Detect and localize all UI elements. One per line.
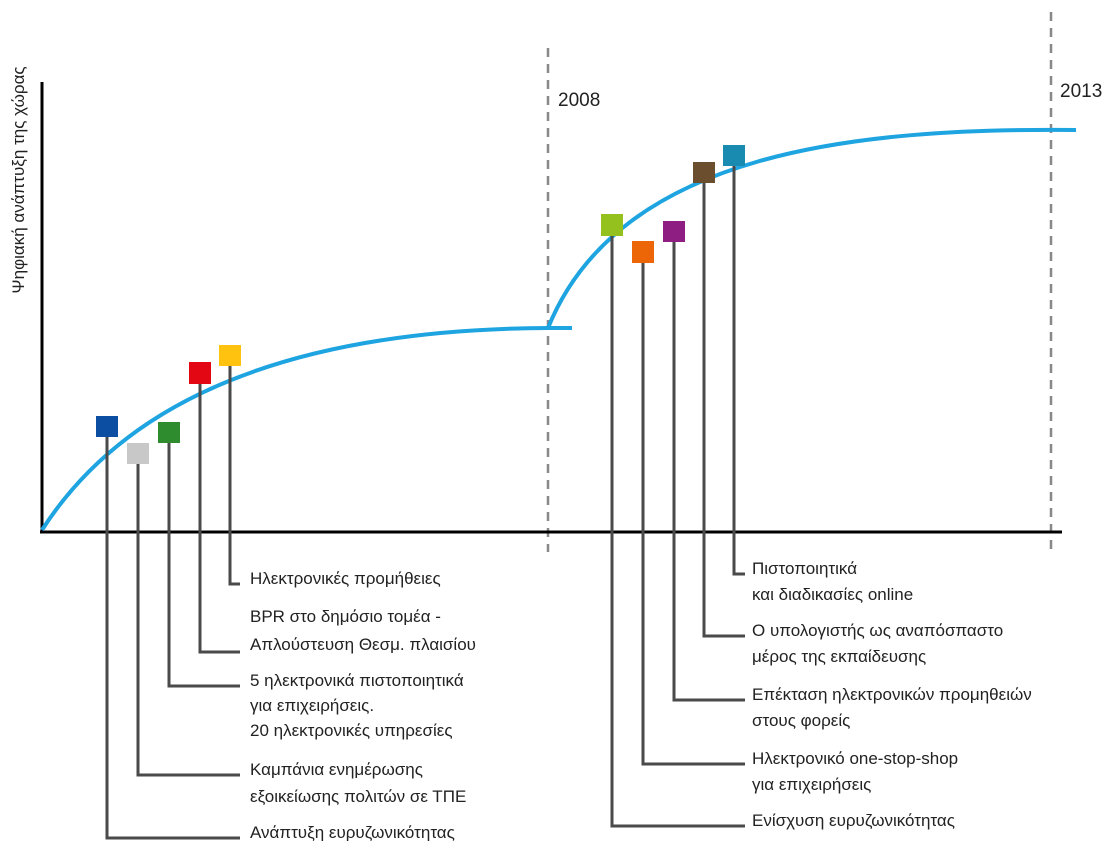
milestone-online-certificates: Πιστοποιητικά και διαδικασίες online <box>723 145 913 604</box>
label-line: Ανάπτυξη ευρυζωνικότητας <box>250 823 455 841</box>
milestone-marker-purple <box>663 221 685 242</box>
label-line: Ηλεκτρονικό one-stop-shop <box>752 749 958 768</box>
milestone-marker-yellow <box>219 345 241 366</box>
label-line: BPR στο δημόσιο τομέα - <box>250 607 441 626</box>
leader-line <box>610 232 745 828</box>
milestone-label: Ενίσχυση ευρυζωνικότητας <box>752 811 955 830</box>
milestone-computer-in-education: Ο υπολογιστής ως αναπόσπαστο μέρος της ε… <box>693 162 1008 666</box>
milestone-e-procurement: Ηλεκτρονικές προμήθειες <box>219 345 441 588</box>
year-label-2013: 2013 <box>1060 81 1102 102</box>
milestone-label: Ηλεκτρονικό one-stop-shop για επιχειρήσε… <box>752 749 963 794</box>
milestone-e-certificates-services: 5 ηλεκτρονικά πιστοποιητικά για επιχειρή… <box>158 422 468 740</box>
milestone-label: Καμπάνια ενημέρωσης εξοικείωσης πολιτών … <box>250 760 466 806</box>
leader-line <box>641 258 745 766</box>
label-line: εξοικείωσης πολιτών σε ΤΠΕ <box>250 787 466 806</box>
label-line: Ενίσχυση ευρυζωνικότητας <box>752 811 955 830</box>
milestone-broadband-strengthening: Ενίσχυση ευρυζωνικότητας <box>601 214 955 830</box>
milestone-label: Ανάπτυξη ευρυζωνικότητας <box>250 823 455 841</box>
label-line: Πιστοποιητικά <box>752 559 857 578</box>
growth-curve-phase-1 <box>40 326 572 532</box>
leader-line <box>702 180 745 638</box>
label-line: Επέκταση ηλεκτρονικών προμηθειών <box>752 685 1032 704</box>
label-line: 20 ηλεκτρονικές υπηρεσίες <box>250 721 453 740</box>
leader-line <box>672 238 745 702</box>
leader-line <box>228 362 240 586</box>
milestone-marker-red <box>189 362 211 384</box>
leader-line <box>732 162 745 576</box>
year-label-2008: 2008 <box>558 90 600 111</box>
milestone-label: Πιστοποιητικά και διαδικασίες online <box>752 559 913 604</box>
milestone-marker-brown <box>693 162 715 183</box>
milestone-marker-teal <box>723 145 745 166</box>
label-line: στους φορείς <box>752 711 850 730</box>
milestone-ict-awareness-campaign: Καμπάνια ενημέρωσης εξοικείωσης πολιτών … <box>127 443 466 806</box>
label-line: Απλούστευση Θεσμ. πλαισίου <box>250 635 476 654</box>
phase-1-milestones: Ανάπτυξη ευρυζωνικότητας Καμπάνια ενημέρ… <box>96 345 476 841</box>
milestone-marker-grey <box>127 443 149 464</box>
milestone-one-stop-shop: Ηλεκτρονικό one-stop-shop για επιχειρήσε… <box>632 241 963 794</box>
growth-curve-phase-2 <box>546 127 1077 329</box>
leader-line <box>105 434 240 840</box>
milestone-label: Ηλεκτρονικές προμήθειες <box>250 569 441 588</box>
label-line: και διαδικασίες online <box>752 585 913 604</box>
milestone-marker-orange <box>632 241 654 263</box>
label-line: 5 ηλεκτρονικά πιστοποιητικά <box>250 671 464 690</box>
label-line: μέρος της εκπαίδευσης <box>752 647 926 666</box>
label-line: για επιχειρήσεις. <box>250 696 374 715</box>
milestone-label: BPR στο δημόσιο τομέα - Απλούστευση Θεσμ… <box>250 607 476 654</box>
milestone-broadband-development: Ανάπτυξη ευρυζωνικότητας <box>96 416 455 841</box>
leader-line <box>136 460 240 777</box>
milestone-marker-green <box>158 422 180 443</box>
phase-2-milestones: Ενίσχυση ευρυζωνικότητας Ηλεκτρονικό one… <box>601 145 1036 830</box>
leader-line <box>167 440 240 688</box>
label-line: για επιχειρήσεις <box>752 775 871 794</box>
y-axis-label: Ψηφιακή ανάπτυξη της χώρας <box>9 66 28 293</box>
milestone-e-procurement-expansion: Επέκταση ηλεκτρονικών προμηθειών στους φ… <box>663 221 1036 730</box>
milestone-bpr-public-sector: BPR στο δημόσιο τομέα - Απλούστευση Θεσμ… <box>189 362 476 654</box>
milestone-marker-blue <box>96 416 118 437</box>
milestone-label: Ο υπολογιστής ως αναπόσπαστο μέρος της ε… <box>752 621 1008 666</box>
milestone-marker-lime <box>601 214 623 236</box>
milestone-label: 5 ηλεκτρονικά πιστοποιητικά για επιχειρή… <box>250 671 468 740</box>
leader-line <box>198 380 240 654</box>
label-line: Καμπάνια ενημέρωσης <box>250 760 423 779</box>
label-line: Ηλεκτρονικές προμήθειες <box>250 569 441 588</box>
label-line: Ο υπολογιστής ως αναπόσπαστο <box>752 621 1003 640</box>
milestone-label: Επέκταση ηλεκτρονικών προμηθειών στους φ… <box>752 685 1036 730</box>
